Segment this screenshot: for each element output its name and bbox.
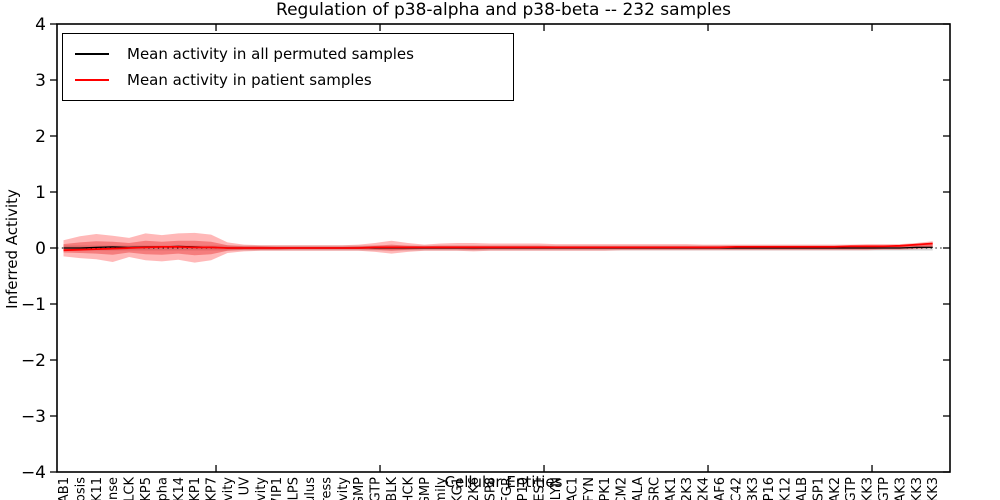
y-tick-label: 2 <box>35 127 46 147</box>
x-category-label: PAK2 <box>828 477 843 500</box>
x-category-label: epidermal growth factor receptor activit… <box>221 477 236 500</box>
x-category-label: mol:cGMP <box>352 477 367 500</box>
x-category-label: MAPK14 <box>172 477 187 500</box>
x-category-label: FGR <box>500 477 515 500</box>
x-category-label: SRC <box>647 477 662 500</box>
y-tick-label: 0 <box>35 239 46 259</box>
x-category-label: YES1 <box>533 477 548 500</box>
legend-item-patient: Mean activity in patient samples <box>75 67 513 93</box>
x-category-label: p38alpha-beta/MKP7 <box>205 477 220 500</box>
y-tick-label: −1 <box>21 295 46 315</box>
x-category-label: LYN <box>549 477 564 500</box>
legend-label-patient: Mean activity in patient samples <box>127 71 372 89</box>
x-category-label: DUSP8 <box>483 477 498 500</box>
x-category-label: PRKG1 <box>451 477 466 500</box>
x-category-label: MAPK11 <box>90 477 105 500</box>
legend: Mean activity in all permuted samples Me… <box>62 33 514 101</box>
x-category-label: BLK <box>385 477 400 500</box>
chart-title: Regulation of p38-alpha and p38-beta -- … <box>276 0 731 20</box>
x-category-label: MAP2K4 <box>697 477 712 500</box>
x-category-label: MAP3K3 <box>746 477 761 500</box>
x-category-label: CDC42 <box>729 477 744 500</box>
legend-item-permuted: Mean activity in all permuted samples <box>75 41 513 67</box>
x-category-label: RALA <box>631 477 646 500</box>
y-tick-label: −3 <box>21 407 46 427</box>
x-category-label: PGK/cGMP <box>418 477 433 500</box>
legend-label-permuted: Mean activity in all permuted samples <box>127 45 414 63</box>
x-category-label: RAC1-CDC42/GTP/PAK family <box>434 477 449 500</box>
x-category-label: HCK <box>401 477 416 500</box>
x-category-label: apoptosis <box>73 477 88 500</box>
series-line-1 <box>63 242 933 252</box>
x-category-label: TRAF6/MEKK3 <box>910 477 925 500</box>
x-category-label: p38alpha-beta/MKP1 <box>188 477 203 500</box>
x-category-label: LCK <box>123 477 138 500</box>
y-tick-label: −4 <box>21 463 46 483</box>
x-category-label: MAP2K3 <box>680 477 695 500</box>
y-tick-label: 1 <box>35 183 46 203</box>
x-category-label: DUSP16 <box>762 477 777 500</box>
x-category-label: positive regulation of innate immune res… <box>106 477 121 500</box>
legend-line-red-icon <box>75 79 109 81</box>
x-category-label: interleukin-1 receptor activity <box>254 477 269 500</box>
x-category-label: response to insulin stimulus <box>303 477 318 500</box>
x-category-label: PGK/cGMP/p38 alpha <box>155 477 170 500</box>
x-category-label: MAP3K7IP1 <box>270 477 285 500</box>
x-category-label: MAP3K12 <box>779 477 794 500</box>
y-tick-label: 4 <box>35 15 46 35</box>
x-category-label: response to UV <box>237 477 252 500</box>
x-category-label: DUSP1 <box>811 477 826 500</box>
x-category-label: TRAF6 <box>713 477 728 500</box>
x-category-label: RAL/GTP <box>877 477 892 500</box>
x-category-label: response to stress <box>319 477 334 500</box>
x-category-label: DUSP10 <box>516 477 531 500</box>
x-category-label: CCM2 <box>615 477 630 500</box>
x-category-label: RAC1/OSM/MEKK3/MKK3 <box>926 477 941 500</box>
x-category-label: RIP1/MEKK3 <box>861 477 876 500</box>
x-category-label: RIPK1 <box>598 477 613 500</box>
legend-line-black-icon <box>75 53 109 55</box>
y-tick-label: −2 <box>21 351 46 371</box>
x-axis-label: Cellular Entities <box>444 473 563 491</box>
x-category-label: PAK3 <box>893 477 908 500</box>
x-category-label: FYN <box>582 477 597 500</box>
x-category-label: p38alpha-beta/MKP5 <box>139 477 154 500</box>
x-category-label: tumor necrosis factor receptor activity <box>336 477 351 500</box>
x-category-label: RALB <box>795 477 810 500</box>
x-category-label: PAK1 <box>664 477 679 500</box>
x-category-label: mol:LPS <box>287 477 302 500</box>
x-category-label: p38 alpha/TAB1 <box>57 477 72 500</box>
y-tick-label: 3 <box>35 71 46 91</box>
x-category-label: mol:GTP <box>369 477 384 500</box>
x-category-label: RAC1 <box>565 477 580 500</box>
x-category-label: MAP2K6 <box>467 477 482 500</box>
x-category-label: RAC1-CDC42/GTP <box>844 477 859 500</box>
